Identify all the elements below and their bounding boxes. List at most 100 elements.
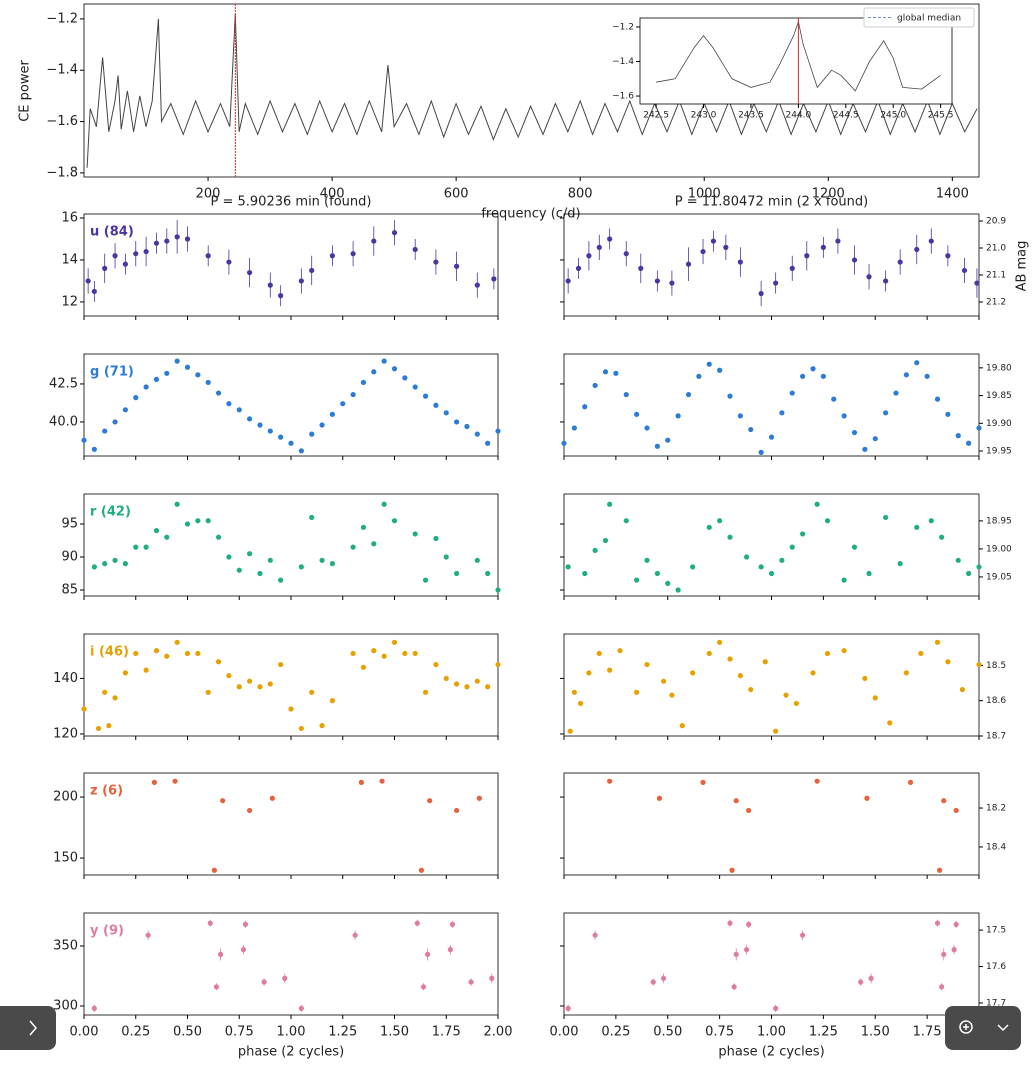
- data-point: [226, 673, 232, 679]
- data-point: [174, 358, 180, 364]
- data-point: [371, 648, 377, 654]
- data-point: [474, 431, 480, 437]
- data-point: [762, 659, 768, 665]
- x-tick-label: 200: [196, 187, 221, 202]
- data-point: [690, 564, 696, 570]
- data-point: [340, 401, 346, 407]
- data-point: [257, 684, 263, 690]
- data-point: [102, 265, 108, 271]
- data-point: [412, 650, 418, 657]
- y2-tick-label: 18.95: [986, 516, 1012, 526]
- data-point: [425, 951, 431, 958]
- data-point: [205, 253, 211, 259]
- data-point: [675, 587, 681, 593]
- y-tick-label: −1.8: [46, 165, 78, 180]
- data-point: [420, 984, 427, 990]
- data-point: [669, 280, 675, 286]
- data-point: [267, 282, 273, 288]
- data-point: [571, 425, 577, 431]
- data-point: [184, 521, 191, 527]
- x-tick-label: 1.00: [757, 1025, 786, 1040]
- data-point: [571, 689, 577, 695]
- data-point: [872, 436, 878, 442]
- data-point: [91, 288, 97, 295]
- data-point: [215, 534, 222, 540]
- data-point: [883, 278, 889, 284]
- zoom-control[interactable]: [945, 1006, 1021, 1050]
- data-point: [278, 293, 284, 299]
- data-point: [578, 700, 584, 707]
- data-point: [634, 689, 640, 695]
- data-point: [267, 681, 273, 687]
- data-point: [247, 551, 253, 557]
- data-point: [282, 975, 288, 982]
- data-point: [665, 437, 671, 443]
- data-point: [820, 244, 826, 250]
- data-point: [195, 650, 201, 657]
- band-label: u (84): [90, 225, 134, 240]
- data-point: [391, 518, 398, 524]
- data-point: [868, 975, 874, 982]
- data-point: [269, 795, 275, 801]
- band-label: y (9): [90, 924, 124, 939]
- data-point: [174, 501, 180, 507]
- x-tick-label: 0.25: [121, 1025, 150, 1040]
- data-point: [779, 557, 785, 563]
- data-point: [824, 650, 831, 657]
- data-point: [449, 921, 456, 928]
- y2-tick-label: 19.85: [986, 391, 1012, 401]
- data-point: [278, 577, 284, 583]
- sidebar-toggle[interactable]: [0, 1006, 56, 1050]
- toggle-button[interactable]: [0, 1006, 56, 1050]
- data-point: [454, 570, 460, 577]
- data-point: [319, 422, 325, 428]
- data-point: [607, 778, 613, 784]
- y2-tick-label: 18.4: [986, 842, 1006, 852]
- data-point: [974, 280, 980, 286]
- data-point: [638, 265, 644, 271]
- data-point: [824, 518, 831, 524]
- x-tick-label: 1.25: [809, 1025, 838, 1040]
- y2-tick-label: 17.6: [986, 962, 1006, 972]
- data-point: [454, 807, 460, 814]
- data-point: [634, 411, 640, 417]
- y-tick-label: 90: [61, 550, 78, 565]
- data-point: [433, 661, 439, 668]
- data-point: [565, 278, 571, 284]
- data-point: [205, 689, 211, 695]
- data-point: [491, 276, 497, 282]
- data-point: [133, 650, 139, 657]
- data-point: [955, 433, 961, 439]
- data-point: [679, 723, 685, 729]
- data-point: [607, 501, 613, 507]
- data-point: [454, 419, 460, 425]
- x-tick-label: 1.75: [913, 1025, 942, 1040]
- data-point: [800, 932, 806, 938]
- y-tick-label: −1.6: [612, 92, 634, 102]
- data-point: [226, 401, 232, 407]
- data-point: [669, 692, 675, 698]
- y-tick-label: −1.6: [46, 114, 78, 129]
- data-point: [903, 372, 909, 378]
- data-point: [851, 544, 858, 550]
- data-point: [464, 684, 470, 690]
- data-point: [464, 423, 470, 430]
- data-point: [966, 440, 972, 446]
- data-point: [247, 269, 253, 276]
- data-point: [278, 661, 284, 668]
- data-point: [267, 557, 273, 563]
- data-point: [592, 932, 598, 938]
- band-label: g (71): [90, 365, 134, 380]
- data-point: [727, 534, 733, 540]
- data-point: [443, 554, 449, 560]
- data-point: [727, 656, 733, 662]
- data-point: [422, 689, 429, 695]
- data-point: [665, 580, 671, 586]
- x-tick-label: 0.75: [705, 1025, 734, 1040]
- data-point: [143, 248, 149, 255]
- data-point: [768, 570, 775, 577]
- data-point: [623, 391, 629, 398]
- data-point: [696, 373, 702, 379]
- zoom-button[interactable]: [945, 1006, 1021, 1050]
